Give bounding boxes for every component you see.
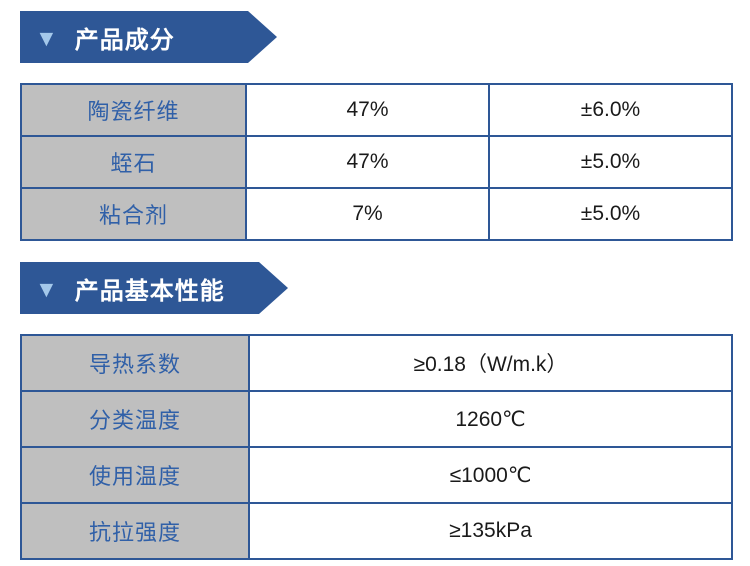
property-name-cell: 导热系数 bbox=[20, 334, 250, 392]
table-row: 陶瓷纤维 47% ±6.0% bbox=[20, 83, 733, 137]
property-value-cell: ≤1000℃ bbox=[248, 446, 733, 504]
property-value-cell: ≥0.18（W/m.k） bbox=[248, 334, 733, 392]
table-row: 蛭石 47% ±5.0% bbox=[20, 135, 733, 189]
table-row: 使用温度 ≤1000℃ bbox=[20, 446, 733, 504]
properties-section-title: 产品基本性能 bbox=[74, 277, 225, 305]
triangle-down-icon: ▼ bbox=[35, 275, 58, 302]
table-row: 粘合剂 7% ±5.0% bbox=[20, 187, 733, 241]
property-name-cell: 分类温度 bbox=[20, 390, 250, 448]
component-percent-cell: 47% bbox=[245, 83, 490, 137]
component-name-cell: 陶瓷纤维 bbox=[20, 83, 247, 137]
component-name-cell: 粘合剂 bbox=[20, 187, 247, 241]
component-tolerance-cell: ±5.0% bbox=[488, 187, 733, 241]
component-percent-cell: 47% bbox=[245, 135, 490, 189]
table-row: 分类温度 1260℃ bbox=[20, 390, 733, 448]
component-name-cell: 蛭石 bbox=[20, 135, 247, 189]
composition-section-header: ▼ 产品成分 bbox=[20, 11, 277, 63]
table-row: 导热系数 ≥0.18（W/m.k） bbox=[20, 334, 733, 392]
table-row: 抗拉强度 ≥135kPa bbox=[20, 502, 733, 560]
property-name-cell: 使用温度 bbox=[20, 446, 250, 504]
composition-table: 陶瓷纤维 47% ±6.0% 蛭石 47% ±5.0% 粘合剂 7% ±5.0% bbox=[20, 83, 733, 241]
composition-section-title: 产品成分 bbox=[74, 26, 175, 54]
section-composition: ▼ 产品成分 陶瓷纤维 47% ±6.0% 蛭石 47% ±5.0% bbox=[20, 11, 750, 241]
properties-section-header: ▼ 产品基本性能 bbox=[20, 262, 288, 314]
component-tolerance-cell: ±6.0% bbox=[488, 83, 733, 137]
properties-table: 导热系数 ≥0.18（W/m.k） 分类温度 1260℃ 使用温度 ≤1000℃… bbox=[20, 334, 733, 560]
property-name-cell: 抗拉强度 bbox=[20, 502, 250, 560]
property-value-cell: 1260℃ bbox=[248, 390, 733, 448]
component-tolerance-cell: ±5.0% bbox=[488, 135, 733, 189]
property-value-cell: ≥135kPa bbox=[248, 502, 733, 560]
component-percent-cell: 7% bbox=[245, 187, 490, 241]
triangle-down-icon: ▼ bbox=[35, 24, 58, 51]
section-properties: ▼ 产品基本性能 导热系数 ≥0.18（W/m.k） 分类温度 1260℃ 使用… bbox=[20, 262, 750, 560]
